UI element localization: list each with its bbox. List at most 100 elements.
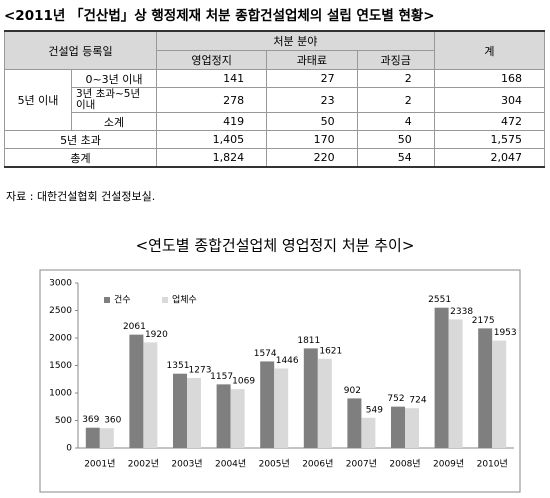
legend-label: 업체수 xyxy=(172,295,197,306)
legend-swatch xyxy=(162,297,168,303)
value-label: 1446 xyxy=(276,356,299,366)
cell: 50 xyxy=(266,112,358,131)
bar xyxy=(230,389,245,448)
cell: 23 xyxy=(266,87,358,113)
bar xyxy=(129,334,144,448)
value-label: 1273 xyxy=(189,365,212,375)
chart-title: <연도별 종합건설업체 영업정지 처분 추이> xyxy=(136,237,415,255)
y-tick-label: 500 xyxy=(55,416,72,426)
chart-frame xyxy=(39,269,521,493)
value-label: 1920 xyxy=(145,330,168,340)
header-cell: 과징금 xyxy=(356,50,435,70)
cell: 304 xyxy=(433,87,546,113)
value-label: 369 xyxy=(82,415,99,425)
bar xyxy=(187,377,201,448)
value-label: 2061 xyxy=(123,322,146,332)
cell: 2,047 xyxy=(433,148,546,168)
x-tick-label: 2009년 xyxy=(433,459,464,470)
x-tick-label: 2007년 xyxy=(346,459,377,470)
bar xyxy=(99,428,114,448)
bar xyxy=(143,342,158,448)
cell: 2 xyxy=(356,69,435,88)
row-label: 3년 초과~5년 이내 xyxy=(71,87,157,113)
bar xyxy=(492,340,507,448)
bar xyxy=(448,319,463,448)
y-tick-label: 1000 xyxy=(49,389,72,399)
y-tick-label: 3000 xyxy=(49,279,72,289)
row-label: 총계 xyxy=(4,148,157,168)
value-label: 360 xyxy=(104,416,121,426)
header-cell: 처분 분야 xyxy=(156,30,435,51)
bar xyxy=(85,427,100,448)
y-tick-label: 2500 xyxy=(49,306,72,316)
cell: 419 xyxy=(155,112,268,131)
cell: 1,824 xyxy=(155,148,268,168)
group-cell: 5년 이내 xyxy=(4,69,72,131)
bar xyxy=(434,307,449,448)
legend-label: 건수 xyxy=(114,295,131,306)
cell: 220 xyxy=(266,148,358,168)
bar xyxy=(405,408,419,448)
chart: <연도별 종합건설업체 영업정지 처분 추이> 0 500 1000 1500 2000… xyxy=(39,237,521,493)
cell: 27 xyxy=(266,69,358,88)
value-label: 1574 xyxy=(254,349,277,359)
cell: 1,405 xyxy=(155,130,268,149)
value-label: 1953 xyxy=(494,328,517,338)
cell: 54 xyxy=(356,148,435,168)
x-tick-label: 2005년 xyxy=(259,459,290,470)
value-label: 724 xyxy=(409,396,426,406)
cell: 168 xyxy=(433,69,546,88)
x-tick-label: 2003년 xyxy=(171,459,202,470)
bar xyxy=(173,373,187,448)
y-tick-label: 2000 xyxy=(49,334,72,344)
bar xyxy=(361,417,376,448)
header-cell: 계 xyxy=(433,30,546,70)
legend-swatch xyxy=(104,297,110,303)
bar xyxy=(274,368,289,448)
cell: 170 xyxy=(266,130,358,149)
bar xyxy=(478,328,493,448)
x-tick-label: 2006년 xyxy=(302,459,333,470)
value-label: 902 xyxy=(344,386,361,396)
table: 건설업 등록일 처분 분야 계 영업정지 과태료 과징금 5년 이내 0~3년 … xyxy=(4,30,546,168)
cell: 1,575 xyxy=(433,130,546,149)
cell: 141 xyxy=(155,69,268,88)
x-tick-label: 2004년 xyxy=(215,459,246,470)
bar xyxy=(303,348,318,448)
bar xyxy=(216,384,231,448)
cell: 472 xyxy=(433,112,546,131)
x-tick-label: 2008년 xyxy=(389,459,420,470)
value-label: 1621 xyxy=(319,346,342,356)
cell: 278 xyxy=(155,87,268,113)
value-label: 549 xyxy=(366,405,383,415)
x-tick-label: 2010년 xyxy=(477,459,508,470)
value-label: 2551 xyxy=(428,295,451,305)
cell: 2 xyxy=(356,87,435,113)
value-label: 1351 xyxy=(167,361,190,371)
header-cell: 영업정지 xyxy=(155,50,268,70)
bar xyxy=(391,406,405,448)
header-cell: 과태료 xyxy=(266,50,358,70)
row-label: 0~3년 이내 xyxy=(71,69,157,88)
value-label: 752 xyxy=(387,394,404,404)
source-note: 자료 : 대한건설협회 건설정보실. xyxy=(6,190,156,203)
row-label: 소계 xyxy=(71,112,157,131)
x-tick-label: 2001년 xyxy=(84,459,115,470)
bar xyxy=(347,398,362,448)
x-tick-label: 2002년 xyxy=(128,459,159,470)
y-tick-label: 1500 xyxy=(49,361,72,371)
value-label: 2175 xyxy=(472,316,495,326)
row-label: 5년 초과 xyxy=(4,130,157,149)
header-cell: 건설업 등록일 xyxy=(4,30,157,70)
value-label: 1069 xyxy=(232,377,255,387)
bar xyxy=(317,358,332,448)
bar xyxy=(260,361,275,448)
cell: 4 xyxy=(356,112,435,131)
cell: 50 xyxy=(356,130,435,149)
value-label: 1811 xyxy=(297,336,320,346)
y-tick-label: 0 xyxy=(66,444,72,454)
value-label: 2338 xyxy=(450,307,473,317)
document-title: <2011년 「건산법」상 행정제재 처분 종합건설업체의 설립 연도별 현황> xyxy=(4,8,435,24)
value-label: 1157 xyxy=(210,372,233,382)
